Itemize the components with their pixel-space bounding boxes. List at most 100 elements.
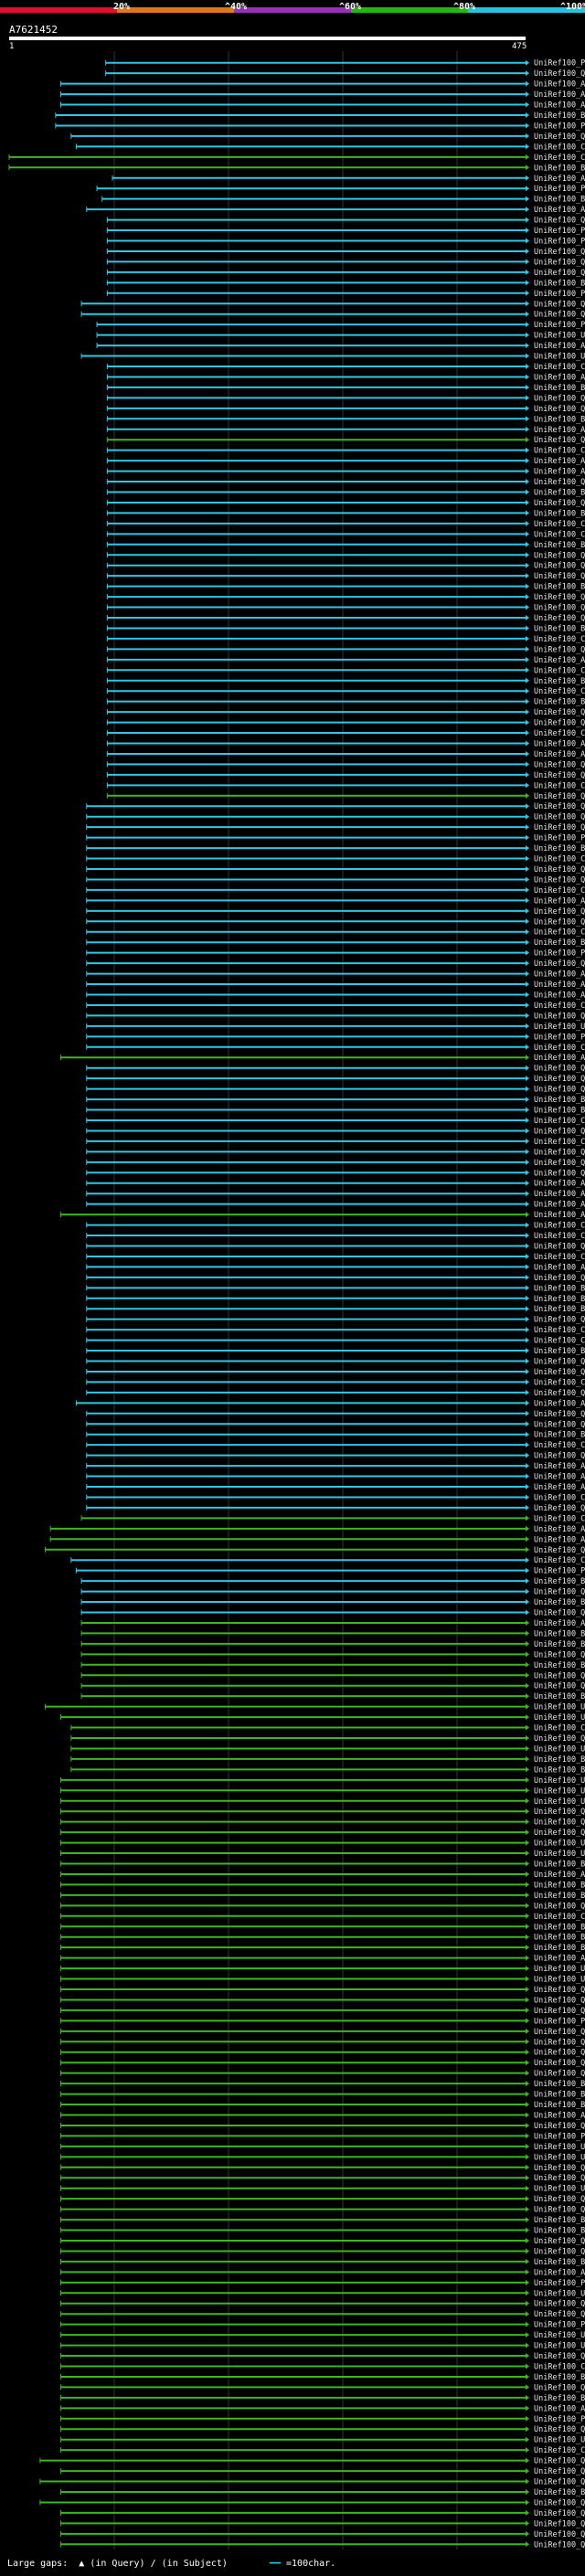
hit-row[interactable]: UniRef100_Q4SFK5 bbox=[60, 2206, 585, 2215]
hit-row[interactable]: UniRef100_Q9H0C2 bbox=[60, 1818, 585, 1828]
hit-label[interactable]: UniRef100_C1E7Y5 bbox=[534, 1724, 585, 1733]
hit-label[interactable]: UniRef100_A7RL57 bbox=[534, 981, 585, 990]
hit-row[interactable]: UniRef100_Q9C5R3 bbox=[106, 478, 585, 487]
hit-label[interactable]: UniRef100_Q9P8M1 bbox=[534, 593, 585, 602]
hit-row[interactable]: UniRef100_B7FI92 bbox=[70, 1755, 585, 1765]
hit-row[interactable]: UniRef100_B6HCW6 bbox=[86, 1347, 585, 1356]
hit-label[interactable]: UniRef100_Q4UDK1 bbox=[534, 1671, 585, 1680]
hit-label[interactable]: UniRef100_P12236 bbox=[534, 2415, 585, 2424]
hit-row[interactable]: UniRef100_A9U787 bbox=[60, 2268, 585, 2277]
hit-label[interactable]: UniRef100_Q86PS1 bbox=[534, 1546, 585, 1555]
hit-label[interactable]: UniRef100_A9U787 bbox=[534, 2268, 585, 2277]
hit-row[interactable]: UniRef100_UPI000.. bbox=[60, 2331, 585, 2340]
hit-label[interactable]: UniRef100_B4R9X5 bbox=[534, 1860, 585, 1870]
hit-row[interactable]: UniRef100_Q4RJ47 bbox=[60, 2300, 585, 2309]
hit-row[interactable]: UniRef100_C0LEE6 bbox=[106, 781, 585, 790]
hit-row[interactable]: UniRef100_Q7P6Q4 bbox=[106, 792, 585, 801]
hit-label[interactable]: UniRef100_B6TC13 bbox=[534, 1661, 585, 1670]
hit-label[interactable]: UniRef100_Q4D013 bbox=[534, 1368, 585, 1377]
hit-row[interactable]: UniRef100_B2RAH1 bbox=[60, 2373, 585, 2382]
hit-label[interactable]: UniRef100_Q4SFK5 bbox=[534, 2206, 585, 2215]
hit-row[interactable]: UniRef100_A7PJ66 bbox=[106, 457, 585, 466]
hit-row[interactable]: UniRef100_UPI000.. bbox=[70, 1744, 585, 1754]
hit-label[interactable]: UniRef100_C5E0I7 bbox=[534, 1117, 585, 1126]
hit-label[interactable]: UniRef100_C5E322 bbox=[534, 1493, 585, 1502]
hit-row[interactable]: UniRef100_Q4PG44 bbox=[86, 917, 585, 927]
hit-label[interactable]: UniRef100_Q6R9K4 bbox=[534, 1588, 585, 1597]
hit-row[interactable]: UniRef100_UPI000.. bbox=[60, 1850, 585, 1859]
hit-row[interactable]: UniRef100_Q6R9K4 bbox=[80, 1588, 585, 1597]
hit-label[interactable]: UniRef100_A9U4E7 bbox=[534, 2111, 585, 2120]
hit-row[interactable]: UniRef100_Q0UQL3 bbox=[86, 1274, 585, 1283]
hit-row[interactable]: UniRef100_B9MYG1 bbox=[106, 415, 585, 424]
hit-label[interactable]: UniRef100_Q2E365 bbox=[534, 2122, 585, 2131]
hit-row[interactable]: UniRef100_B9KIN7 bbox=[106, 698, 585, 707]
hit-row[interactable]: UniRef100_Q87SQ6 bbox=[86, 959, 585, 969]
hit-label[interactable]: UniRef100_Q32P28 bbox=[534, 2540, 585, 2549]
hit-row[interactable]: UniRef100_UPI000.. bbox=[60, 1976, 585, 1985]
hit-label[interactable]: UniRef100_Q87SW7 bbox=[534, 1012, 585, 1021]
hit-row[interactable]: UniRef100_Q61P28 bbox=[60, 2310, 585, 2319]
hit-label[interactable]: UniRef100_Q6P7N0 bbox=[534, 2028, 585, 2037]
hit-row[interactable]: UniRef100_C5NGN4 bbox=[86, 886, 585, 896]
hit-label[interactable]: UniRef100_B9MYG1 bbox=[534, 415, 585, 424]
hit-row[interactable]: UniRef100_C5E0I7 bbox=[86, 1117, 585, 1126]
hit-label[interactable]: UniRef100_Q8BV19 bbox=[534, 2049, 585, 2058]
hit-label[interactable]: UniRef100_B0NRS8 bbox=[534, 1431, 585, 1440]
hit-label[interactable]: UniRef100_Q7P6Q4 bbox=[534, 792, 585, 801]
hit-label[interactable]: UniRef100_B9I2S8 bbox=[534, 1640, 585, 1649]
hit-row[interactable]: UniRef100_UPI000.. bbox=[60, 1965, 585, 1974]
hit-row[interactable]: UniRef100_C5MZ28 bbox=[8, 154, 585, 163]
hit-row[interactable]: UniRef100_B3LLV0 bbox=[80, 1598, 585, 1607]
hit-row[interactable]: UniRef100_Q5AUF4 bbox=[86, 1316, 585, 1325]
hit-row[interactable]: UniRef100_P52722 bbox=[60, 2132, 585, 2141]
hit-label[interactable]: UniRef100_C5G180 bbox=[534, 729, 585, 738]
hit-row[interactable]: UniRef100_P31691 bbox=[55, 122, 585, 131]
hit-label[interactable]: UniRef100_Q307X6 bbox=[534, 258, 585, 267]
hit-row[interactable]: UniRef100_C6H1V8 bbox=[80, 1514, 585, 1523]
hit-row[interactable]: UniRef100_P31167 bbox=[106, 227, 585, 236]
hit-row[interactable]: UniRef100_Q2YDD9 bbox=[60, 2174, 585, 2183]
hit-label[interactable]: UniRef100_A9SDW7 bbox=[534, 373, 585, 382]
hit-label[interactable]: UniRef100_B4N1B2 bbox=[534, 2080, 585, 2089]
hit-label[interactable]: UniRef100_P04710 bbox=[534, 1567, 585, 1576]
hit-label[interactable]: UniRef100_Q0DJC0 bbox=[534, 551, 585, 560]
hit-row[interactable]: UniRef100_Q5M516 bbox=[106, 604, 585, 613]
hit-row[interactable]: UniRef100_B0NRS8 bbox=[86, 1431, 585, 1440]
hit-row[interactable]: UniRef100_B4JN92 bbox=[60, 2091, 585, 2100]
hit-label[interactable]: UniRef100_A9V2Q4 bbox=[534, 1054, 585, 1063]
hit-row[interactable]: UniRef100_UPI000.. bbox=[60, 1713, 585, 1723]
hit-label[interactable]: UniRef100_Q8J0M1 bbox=[534, 1127, 585, 1136]
hit-row[interactable]: UniRef100_P18239 bbox=[86, 949, 585, 959]
hit-label[interactable]: UniRef100_A4R2F6 bbox=[534, 1201, 585, 1210]
hit-row[interactable]: UniRef100_B6TC13 bbox=[80, 1661, 585, 1670]
hit-label[interactable]: UniRef100_P18238 bbox=[534, 1033, 585, 1042]
hit-row[interactable]: UniRef100_C1BPC4 bbox=[60, 1913, 585, 1922]
hit-label[interactable]: UniRef100_UPI000.. bbox=[534, 2436, 585, 2445]
hit-label[interactable]: UniRef100_Q6BPN0 bbox=[534, 708, 585, 717]
hit-label[interactable]: UniRef100_UPI000.. bbox=[534, 1713, 585, 1723]
hit-row[interactable]: UniRef100_Q2PHV8 bbox=[60, 2059, 585, 2068]
hit-row[interactable]: UniRef100_Q2VP23 bbox=[106, 217, 585, 226]
hit-row[interactable]: UniRef100_B4L7Y0 bbox=[70, 1765, 585, 1775]
hit-row[interactable]: UniRef100_B2WZV5 bbox=[86, 1295, 585, 1304]
hit-row[interactable]: UniRef100_Q9P8M1 bbox=[106, 593, 585, 602]
hit-label[interactable]: UniRef100_A7QH05 bbox=[534, 1619, 585, 1628]
hit-row[interactable]: UniRef100_Q7S6S0 bbox=[86, 1159, 585, 1168]
hit-row[interactable]: UniRef100_Q307X6 bbox=[106, 258, 585, 267]
hit-row[interactable]: UniRef100_B0XP31 bbox=[80, 1577, 585, 1586]
hit-label[interactable]: UniRef100_B4J691 bbox=[534, 1892, 585, 1901]
hit-row[interactable]: UniRef100_P04710 bbox=[75, 1567, 585, 1576]
hit-row[interactable]: UniRef100_Q87RW6 bbox=[86, 802, 585, 811]
hit-row[interactable]: UniRef100_A7NPS8 bbox=[60, 2404, 585, 2413]
hit-row[interactable]: UniRef100_B9GVW7 bbox=[106, 624, 585, 633]
hit-row[interactable]: UniRef100_Q42267 bbox=[86, 1086, 585, 1095]
hit-row[interactable]: UniRef100_Q8J0M1 bbox=[86, 1127, 585, 1136]
hit-row[interactable]: UniRef100_Q9LJB8 bbox=[106, 645, 585, 654]
hit-label[interactable]: UniRef100_Q9LPY1 bbox=[534, 719, 585, 728]
hit-label[interactable]: UniRef100_Q9H0C2 bbox=[534, 1818, 585, 1828]
hit-row[interactable]: UniRef100_Q6C526 bbox=[60, 1996, 585, 2005]
hit-label[interactable]: UniRef100_Q5K7W1 bbox=[534, 865, 585, 875]
hit-label[interactable]: UniRef100_A7TT47 bbox=[534, 991, 585, 1000]
hit-label[interactable]: UniRef100_Q02342 bbox=[534, 248, 585, 257]
